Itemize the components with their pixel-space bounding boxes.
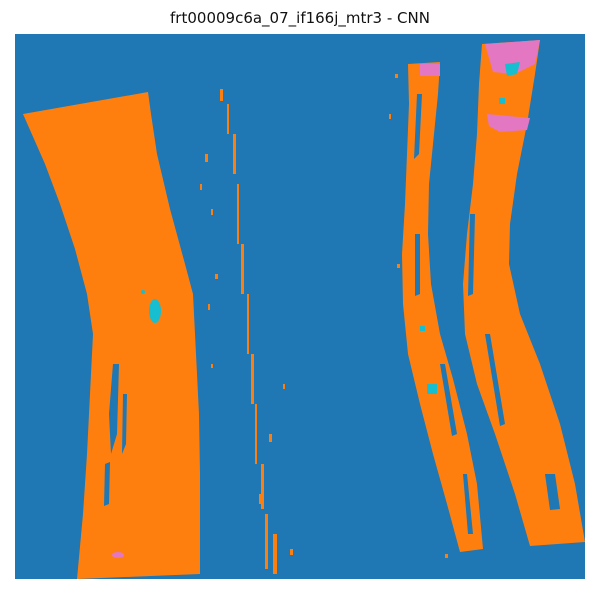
sparse-column-left [200, 89, 277, 574]
left-strip-gap [104, 462, 110, 506]
left-strip-cyan-patch [149, 299, 161, 323]
right-strip-pink-band [487, 114, 530, 132]
middle-strip-cyan-dot [420, 326, 425, 331]
right-strip-gap [468, 214, 475, 296]
left-strip-gap [109, 364, 119, 454]
left-strip-gap [122, 394, 127, 454]
middle-strip-gap [414, 94, 422, 159]
middle-strip-pink-patch [420, 64, 440, 76]
right-strip-gap [485, 334, 505, 426]
middle-strip-gap [440, 364, 457, 436]
middle-strip-cyan-patch [427, 384, 437, 394]
right-strip-gap [545, 474, 560, 510]
left-strip-cyan-dot [141, 290, 145, 294]
middle-strip-gap [415, 234, 420, 296]
right-strip-pink-patch [485, 40, 540, 74]
background-specks [211, 74, 448, 558]
middle-strip-gap [463, 474, 473, 534]
classification-map-svg [15, 34, 585, 579]
middle-strip [402, 62, 483, 552]
left-strip-pink-dot [112, 552, 124, 558]
classification-map [15, 34, 585, 579]
figure-title: frt00009c6a_07_if166j_mtr3 - CNN [170, 9, 430, 27]
left-strip [23, 92, 200, 579]
right-strip-cyan-dot [499, 98, 505, 104]
right-strip [463, 40, 585, 546]
right-strip-cyan-patch [505, 62, 520, 76]
